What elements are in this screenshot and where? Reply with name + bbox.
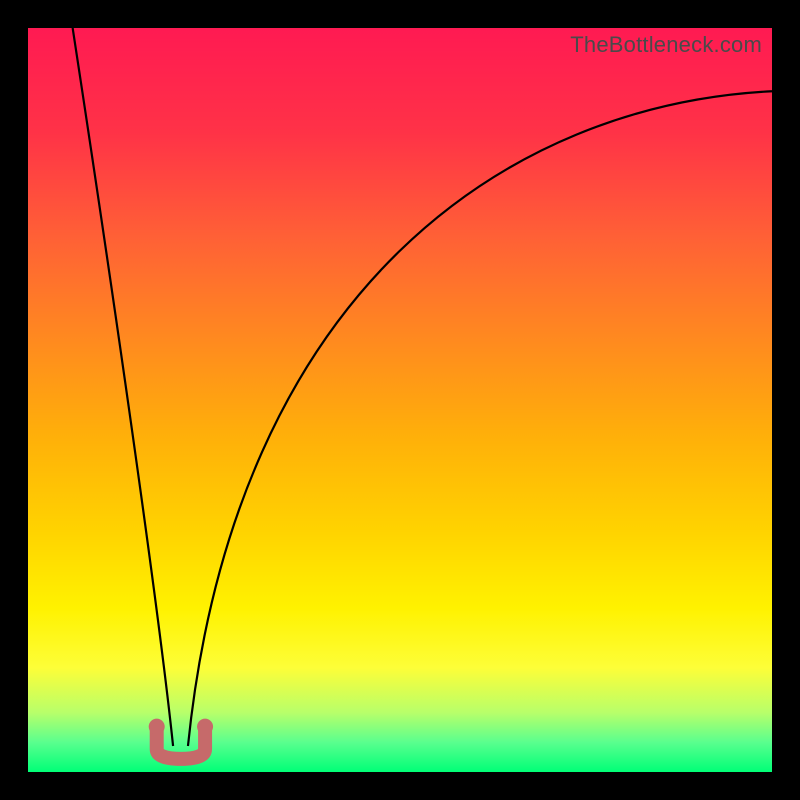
trough-marker-cap <box>197 719 213 735</box>
left-curve <box>73 28 173 746</box>
right-curve <box>188 91 772 746</box>
watermark-text: TheBottleneck.com <box>570 32 762 58</box>
trough-marker-cap <box>149 719 165 735</box>
plot-area <box>28 28 772 772</box>
trough-marker <box>157 727 205 759</box>
curves-layer <box>28 28 772 772</box>
chart-frame: TheBottleneck.com <box>0 0 800 800</box>
